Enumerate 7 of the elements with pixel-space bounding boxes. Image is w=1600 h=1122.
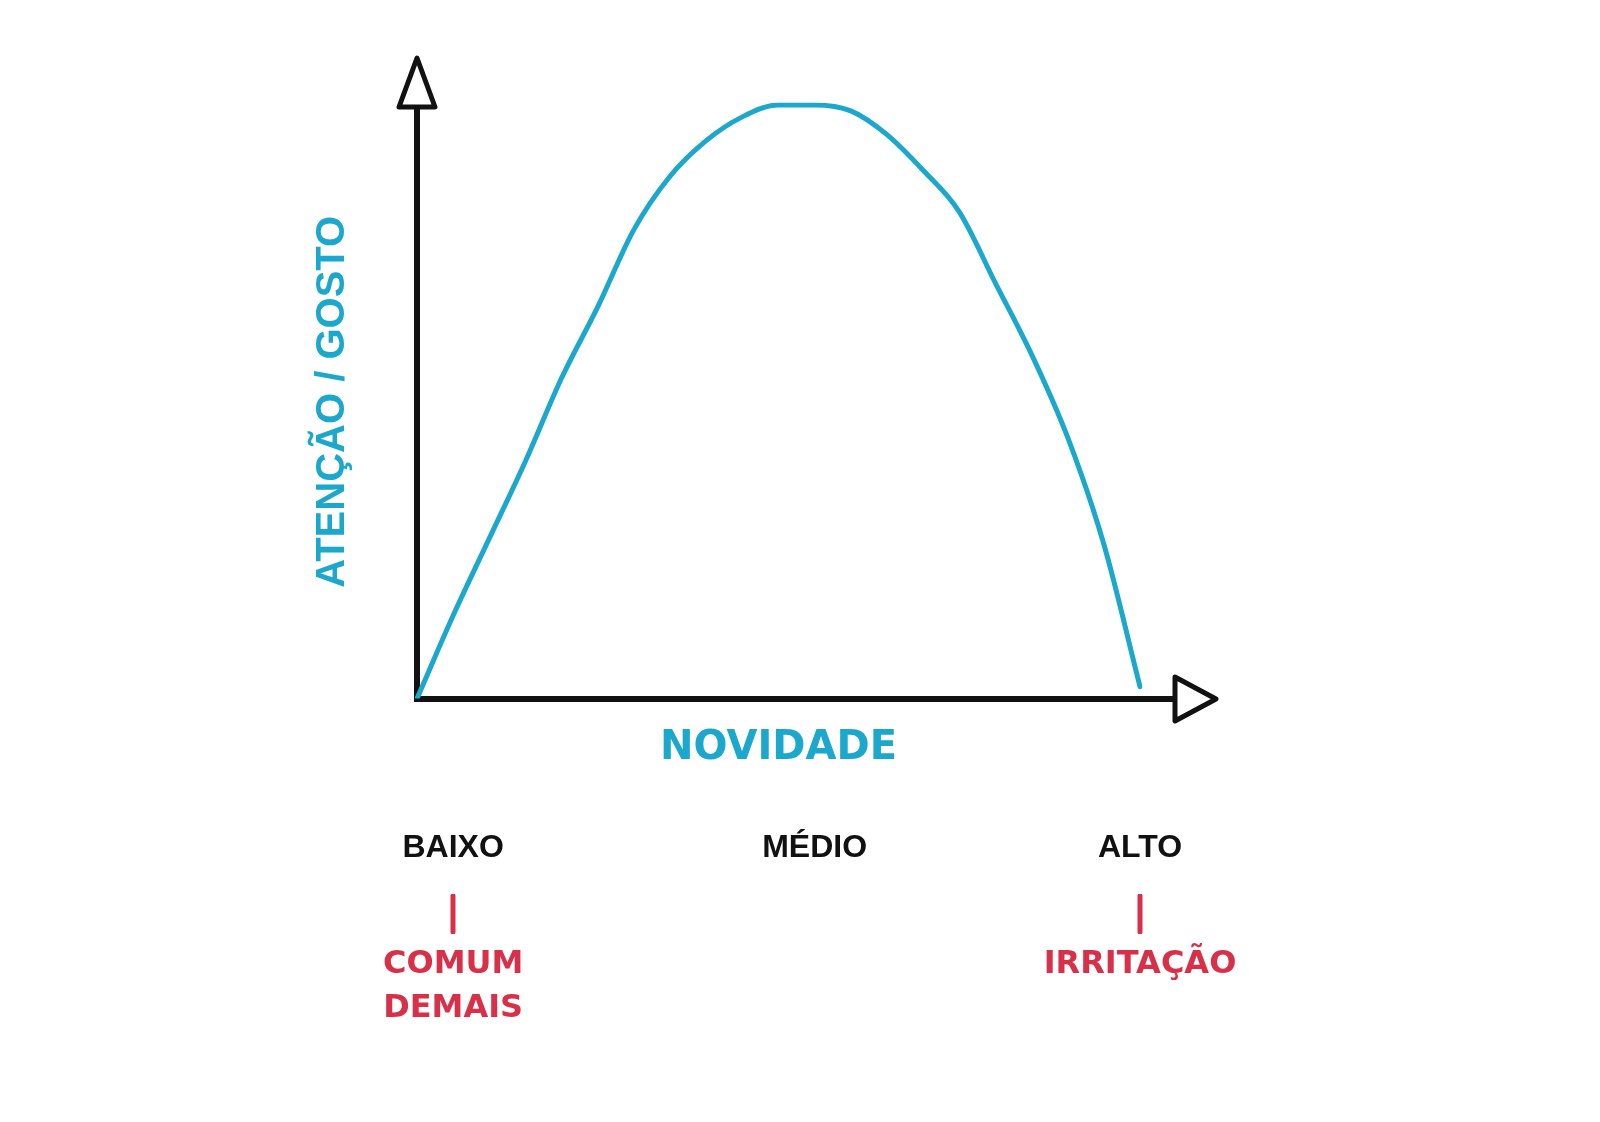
- x-tick-label: ALTO: [1097, 827, 1183, 864]
- annotation: COMUM DEMAIS: [382, 942, 524, 1025]
- y-axis-title: ATENÇÃO / GOSTO: [307, 215, 353, 588]
- annotation: IRRITAÇÃO: [1043, 942, 1237, 981]
- x-axis-title: NOVIDADE: [660, 721, 897, 768]
- x-tick-label: BAIXO: [402, 827, 504, 864]
- x-tick-label: MÉDIO: [762, 827, 868, 864]
